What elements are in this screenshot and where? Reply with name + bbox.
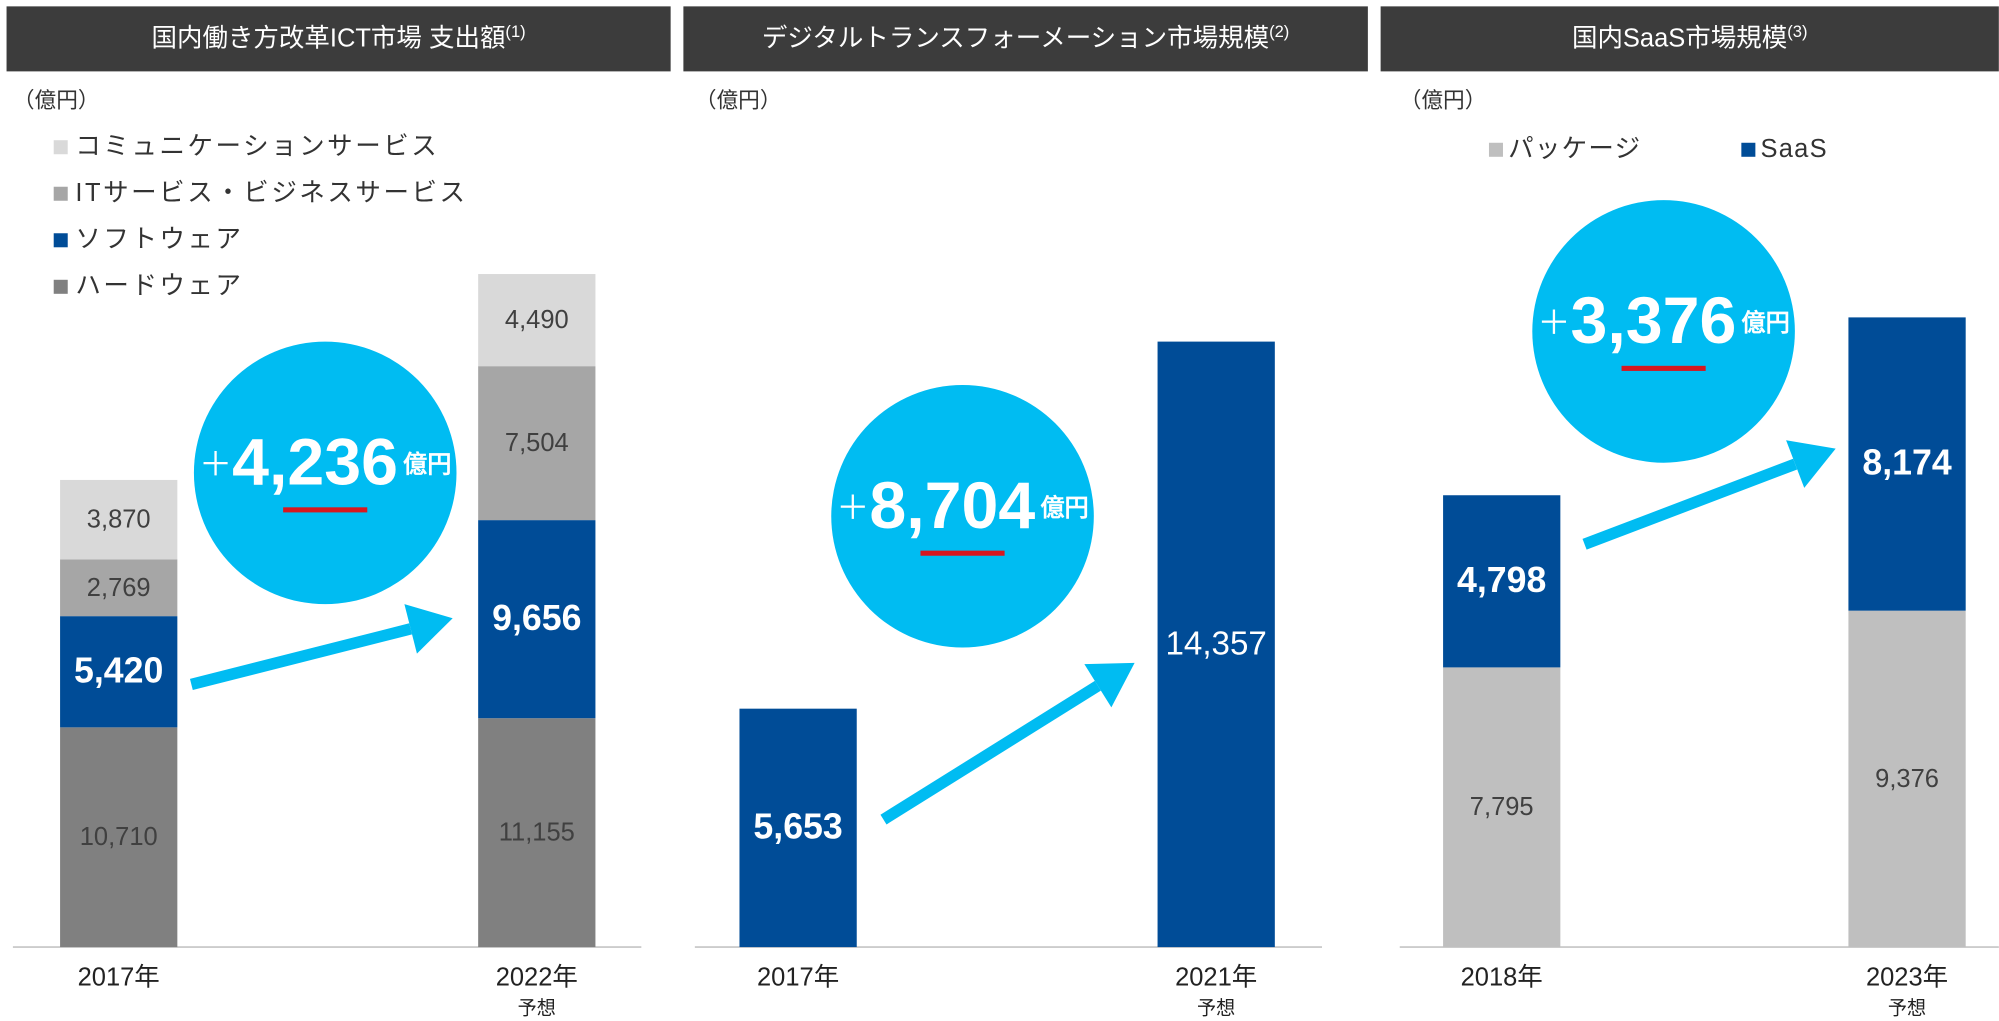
legend-label: ITサービス・ビジネスサービス xyxy=(75,179,467,207)
annotation-unit: 億円 xyxy=(1040,494,1088,522)
unit-label: （億円） xyxy=(13,88,100,113)
title-text: 国内SaaS市場規模 xyxy=(1572,24,1787,52)
annotation-value: 8,704 xyxy=(869,468,1035,542)
legend-swatch xyxy=(1488,142,1503,157)
bar-segment xyxy=(1848,610,1966,948)
arrow-shaft xyxy=(189,623,413,691)
data-label: 5,420 xyxy=(74,650,163,690)
data-label: 4,798 xyxy=(1457,560,1546,600)
data-label: 4,490 xyxy=(505,306,569,334)
unit-label: （億円） xyxy=(695,88,782,113)
data-label: 11,155 xyxy=(499,819,575,847)
header-bar xyxy=(1380,6,1999,72)
legend-label: ハードウェア xyxy=(75,272,243,300)
legend-swatch xyxy=(53,140,68,155)
arrow-shaft xyxy=(1582,458,1798,550)
x-tick-label: 2017年 xyxy=(78,964,160,992)
data-label: 7,795 xyxy=(1470,793,1534,821)
x-tick-label: 2018年 xyxy=(1461,964,1543,992)
x-tick-label: 2022年 xyxy=(496,964,578,992)
unit-label: （億円） xyxy=(1400,88,1487,113)
x-tick-label: 2017年 xyxy=(757,964,839,992)
legend-swatch xyxy=(53,186,68,201)
annotation-unit: 億円 xyxy=(1741,309,1789,337)
title-note: (3) xyxy=(1787,23,1807,42)
bar-segment xyxy=(1848,317,1966,611)
bar-segment xyxy=(60,727,178,948)
header-bar xyxy=(683,6,1368,72)
header-bar xyxy=(6,6,671,72)
legend-swatch xyxy=(53,233,68,248)
data-label: 10,710 xyxy=(80,823,158,851)
bar-segment xyxy=(478,520,596,719)
annotation-prefix: ＋ xyxy=(1537,305,1570,342)
data-label: 3,870 xyxy=(87,506,151,534)
bar-segment xyxy=(60,616,178,728)
bar-segment xyxy=(1157,341,1275,948)
bar-segment xyxy=(1443,495,1561,668)
legend-label: SaaS xyxy=(1760,135,1827,163)
arrow-head xyxy=(1084,662,1135,708)
annotation-underline xyxy=(920,550,1005,556)
x-tick-label: 2021年 xyxy=(1175,964,1257,992)
legend-swatch xyxy=(1741,142,1756,157)
data-label: 2,769 xyxy=(87,574,151,602)
category-note: 予想 xyxy=(1197,998,1235,1020)
bar-segment xyxy=(60,479,178,560)
category-note: 予想 xyxy=(1888,998,1926,1020)
annotation-circle xyxy=(193,341,457,605)
bar-segment xyxy=(478,718,596,948)
data-label: 5,653 xyxy=(753,807,842,847)
chart-title: 国内働き方改革ICT市場 支出額(1) xyxy=(151,23,525,53)
chart-title: 国内SaaS市場規模(3) xyxy=(1572,23,1807,53)
arrow-shaft xyxy=(880,680,1101,825)
annotation: ＋3,376 億円 xyxy=(1537,284,1789,358)
legend-label: パッケージ xyxy=(1508,135,1641,163)
legend-swatch xyxy=(53,279,68,294)
legend-label: コミュニケーションサービス xyxy=(75,133,439,161)
title-text: デジタルトランスフォーメーション市場規模 xyxy=(762,24,1269,52)
bar-segment xyxy=(60,559,178,617)
annotation-value: 4,236 xyxy=(232,425,398,499)
arrow-head xyxy=(404,604,453,654)
bar-segment xyxy=(1443,667,1561,948)
annotation-prefix: ＋ xyxy=(836,490,869,527)
chart-title: デジタルトランスフォーメーション市場規模(2) xyxy=(762,23,1289,53)
category-note: 予想 xyxy=(518,998,556,1020)
title-note: (2) xyxy=(1269,23,1289,42)
data-label: 9,376 xyxy=(1875,765,1939,793)
bar-segment xyxy=(478,274,596,367)
annotation-underline xyxy=(1621,365,1706,371)
legend-label: ソフトウェア xyxy=(75,226,243,254)
annotation: ＋8,704 億円 xyxy=(836,468,1088,542)
annotation: ＋4,236 億円 xyxy=(199,425,451,499)
title-text: 国内働き方改革ICT市場 支出額 xyxy=(151,24,505,52)
title-note: (1) xyxy=(505,23,525,42)
bar-segment xyxy=(478,366,596,521)
data-label: 8,174 xyxy=(1862,443,1951,483)
annotation-underline xyxy=(283,507,368,513)
data-label: 14,357 xyxy=(1166,625,1267,662)
annotation-circle xyxy=(831,384,1094,648)
annotation-value: 3,376 xyxy=(1570,284,1736,358)
annotation-circle xyxy=(1532,200,1795,463)
data-label: 9,656 xyxy=(492,598,581,638)
bar-segment xyxy=(739,708,857,948)
x-tick-label: 2023年 xyxy=(1866,964,1948,992)
annotation-prefix: ＋ xyxy=(199,446,232,483)
annotation-unit: 億円 xyxy=(403,451,451,479)
arrow-head xyxy=(1786,440,1836,488)
data-label: 7,504 xyxy=(505,429,569,457)
